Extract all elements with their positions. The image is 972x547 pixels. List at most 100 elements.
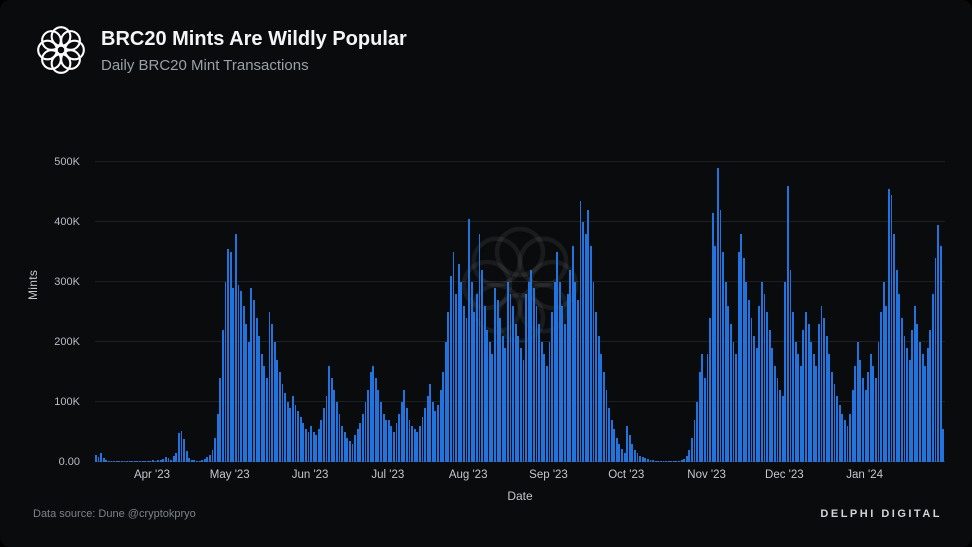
x-axis-title: Date [507,489,533,503]
bar [776,378,779,462]
bar [636,453,639,462]
bar [351,444,354,462]
bar [890,195,893,462]
bar [745,282,748,462]
bar [887,189,890,462]
bar [698,372,701,462]
bar [564,324,566,462]
bar [237,285,240,462]
bar [369,372,372,462]
bar [133,461,136,462]
y-tick-label: 500K [54,156,80,168]
bar [691,438,693,462]
bar [885,306,888,462]
bar [558,282,561,462]
bar [408,420,411,462]
bar [209,454,211,462]
bar [919,342,921,462]
bar [716,168,719,462]
bar [434,411,437,462]
bar [589,246,592,462]
bar [548,342,551,462]
bar [289,408,292,462]
bar [297,411,299,462]
bar [729,324,732,462]
bar [799,366,802,462]
bar [514,324,517,462]
bar [867,372,870,462]
bar [253,300,255,462]
x-tick-label: Apr '23 [133,469,171,481]
bar [794,342,797,462]
bar [602,372,605,462]
bar [473,312,476,462]
bar [439,390,442,462]
bar [271,324,274,462]
bar [175,453,178,462]
bar [126,461,128,462]
bar [646,459,649,462]
bar [600,354,603,462]
x-tick-label: Jan '24 [846,469,884,481]
bar [307,432,310,462]
bar [672,461,675,462]
bar [499,318,502,462]
bar [393,432,395,462]
bar [97,457,100,462]
bar [727,306,730,462]
bar [641,457,644,462]
bar [221,330,224,462]
bar [144,461,147,462]
x-tick-label: May '23 [209,469,250,481]
bar [214,438,217,462]
bar-series [95,162,945,462]
bar [424,408,426,462]
bar [908,360,911,462]
bar [830,372,833,462]
bar [486,330,489,462]
bar [478,234,481,462]
bar [846,426,849,462]
bar [196,460,198,462]
y-tick-label: 400K [54,216,80,228]
bar [838,405,841,462]
bar [761,282,763,462]
bar [649,459,652,462]
bar [359,423,362,462]
bar [170,459,172,462]
bar [294,405,297,462]
bar [387,420,390,462]
bar [768,330,771,462]
bar [724,282,727,462]
bar [683,459,686,462]
bar [820,306,823,462]
bar [367,390,369,462]
bar [517,336,520,462]
bar [356,429,359,462]
bar [416,432,419,462]
bar [522,360,525,462]
bar [421,417,424,462]
bar [843,420,846,462]
bar [864,390,867,462]
bar [703,378,706,462]
bar [670,461,673,462]
bar [131,460,134,462]
bar [455,294,458,462]
bar [859,360,862,462]
bar [234,234,237,462]
bar [206,457,209,462]
bar [851,390,854,462]
bar [100,453,103,462]
bar [561,306,564,462]
x-tick-label: Nov '23 [687,469,726,481]
bar [457,264,460,462]
bar [921,354,924,462]
bar [162,459,165,462]
gridline [95,281,945,282]
bar [227,249,230,462]
bar [240,291,242,462]
bar [587,210,590,462]
gridline [95,221,945,222]
plot-area [95,161,945,462]
